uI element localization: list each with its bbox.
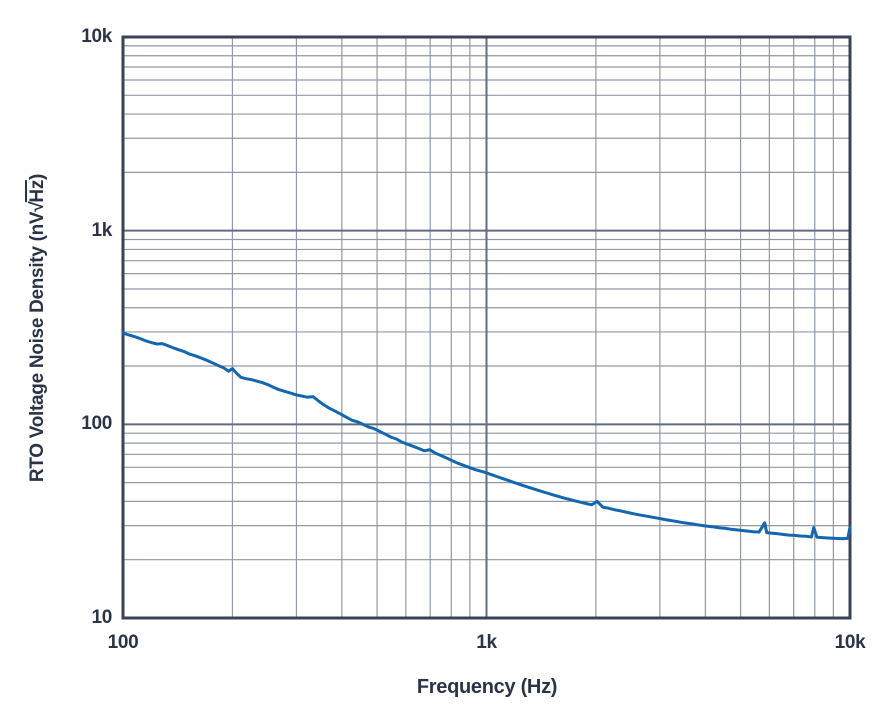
x-tick-label-10k: 10k [834, 632, 866, 653]
plot-border [121, 35, 852, 620]
noise-curve [121, 331, 852, 541]
y-tick-label-1k: 1k [91, 219, 112, 241]
y-axis-title-text: RTO Voltage Noise Density (nV [27, 211, 48, 483]
y-axis-title-suffix: ) [27, 173, 48, 180]
y-tick-label-10: 10 [91, 607, 112, 628]
x-axis-title: Frequency (Hz) [416, 676, 558, 698]
y-tick-label-100: 100 [81, 413, 112, 435]
y-axis-title: RTO Voltage Noise Density (nV√Hz) [25, 174, 49, 482]
y-tick-label-10k: 10k [81, 26, 112, 47]
x-tick-label-1k: 1k [476, 632, 497, 653]
y-axis-title-overline: Hz [25, 179, 48, 203]
grid-major-lines [123, 37, 850, 618]
sqrt-icon: √ [27, 201, 48, 212]
x-tick-label-100: 100 [107, 632, 139, 653]
